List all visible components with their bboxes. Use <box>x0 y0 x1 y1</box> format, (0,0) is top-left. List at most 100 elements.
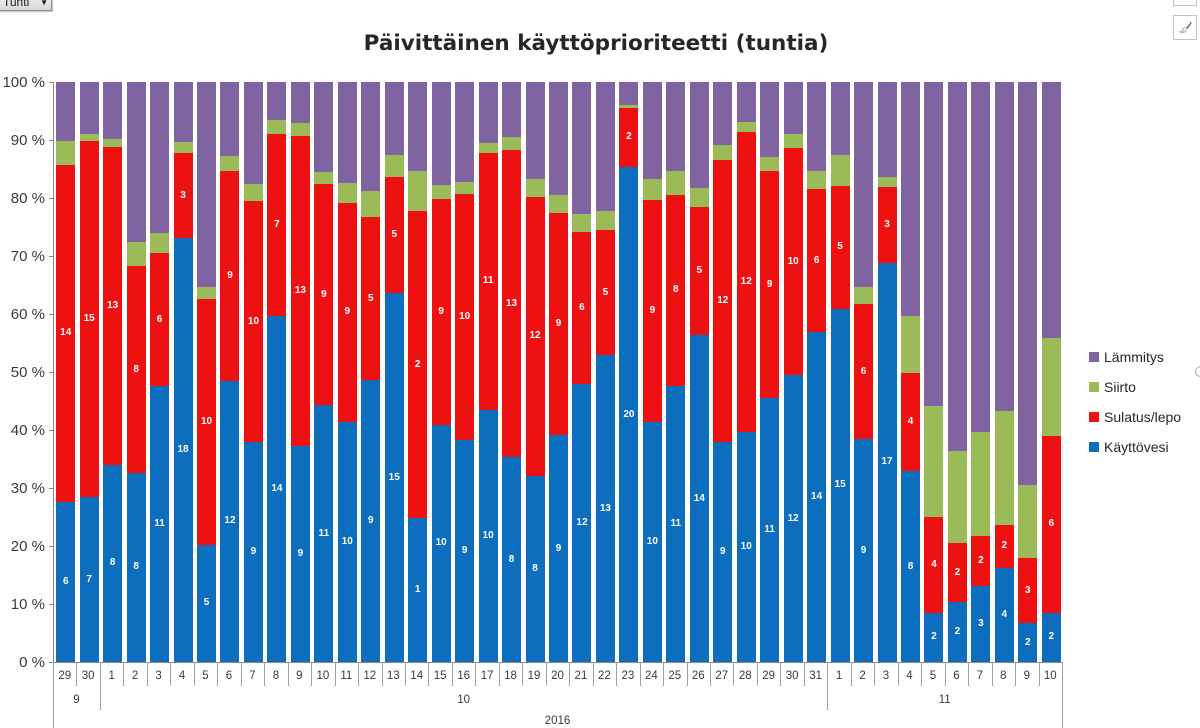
segment-Lämmitys[interactable] <box>243 82 263 185</box>
segment-Siirto[interactable] <box>549 195 568 214</box>
segment-Sulatus/lepo[interactable] <box>830 185 850 309</box>
segment-Siirto[interactable] <box>619 104 639 108</box>
stacked-bar-day-2-11[interactable] <box>854 82 874 662</box>
segment-Siirto[interactable] <box>900 315 920 374</box>
segment-Sulatus/lepo[interactable] <box>666 194 686 386</box>
stacked-bar-day-3-10[interactable] <box>150 82 170 662</box>
legend-item[interactable]: Käyttövesi <box>1089 432 1181 462</box>
segment-Siirto[interactable] <box>994 410 1014 525</box>
stacked-bar-day-5-10[interactable] <box>197 82 217 662</box>
segment-Sulatus/lepo[interactable] <box>525 196 545 476</box>
segment-Siirto[interactable] <box>947 451 967 544</box>
segment-Lämmitys[interactable] <box>642 82 662 180</box>
segment-Käyttövesi[interactable] <box>900 471 920 662</box>
stacked-bar-day-18-10[interactable] <box>502 82 522 662</box>
segment-Siirto[interactable] <box>572 213 592 233</box>
stacked-bar-day-6-11[interactable] <box>947 82 967 662</box>
segment-Siirto[interactable] <box>173 142 193 154</box>
stacked-bar-day-3-11[interactable] <box>877 82 897 662</box>
stacked-bar-day-11-10[interactable] <box>337 82 357 662</box>
segment-Siirto[interactable] <box>267 119 287 135</box>
segment-Sulatus/lepo[interactable] <box>713 160 733 442</box>
segment-Siirto[interactable] <box>783 134 803 149</box>
stacked-bar-day-19-10[interactable] <box>525 82 545 662</box>
segment-Siirto[interactable] <box>197 287 217 300</box>
segment-Siirto[interactable] <box>337 182 357 203</box>
stacked-bar-day-4-10[interactable] <box>173 82 193 662</box>
segment-Siirto[interactable] <box>877 176 897 187</box>
segment-Sulatus/lepo[interactable] <box>478 152 498 410</box>
segment-Lämmitys[interactable] <box>900 82 920 316</box>
stacked-bar-day-9-11[interactable] <box>1018 82 1038 662</box>
segment-Sulatus/lepo[interactable] <box>572 232 592 384</box>
segment-Sulatus/lepo[interactable] <box>642 200 662 423</box>
segment-Lämmitys[interactable] <box>408 82 428 171</box>
segment-Sulatus/lepo[interactable] <box>900 373 920 472</box>
segment-Lämmitys[interactable] <box>337 82 357 183</box>
segment-Käyttövesi[interactable] <box>713 441 733 662</box>
segment-Sulatus/lepo[interactable] <box>337 202 357 422</box>
segment-Lämmitys[interactable] <box>455 82 475 182</box>
segment-Käyttövesi[interactable] <box>502 457 522 662</box>
segment-Lämmitys[interactable] <box>126 82 146 243</box>
segment-Sulatus/lepo[interactable] <box>760 171 780 399</box>
segment-Siirto[interactable] <box>854 287 874 305</box>
segment-Sulatus/lepo[interactable] <box>783 148 803 376</box>
stacked-bar-day-1-10[interactable] <box>103 82 123 662</box>
stacked-bar-day-12-10[interactable] <box>361 82 381 662</box>
stacked-bar-day-17-10[interactable] <box>478 82 498 662</box>
stacked-bar-day-13-10[interactable] <box>384 82 404 662</box>
segment-Siirto[interactable] <box>924 406 944 517</box>
stacked-bar-day-8-10[interactable] <box>267 82 287 662</box>
segment-Sulatus/lepo[interactable] <box>150 253 170 386</box>
segment-Sulatus/lepo[interactable] <box>197 299 217 545</box>
segment-Käyttövesi[interactable] <box>337 421 357 662</box>
segment-Lämmitys[interactable] <box>525 82 545 180</box>
segment-Käyttövesi[interactable] <box>290 446 310 662</box>
stacked-bar-day-8-11[interactable] <box>994 82 1014 662</box>
segment-Käyttövesi[interactable] <box>79 497 99 662</box>
segment-Lämmitys[interactable] <box>736 82 756 123</box>
segment-Käyttövesi[interactable] <box>830 308 850 662</box>
segment-Lämmitys[interactable] <box>361 82 381 192</box>
segment-Käyttövesi[interactable] <box>783 375 803 662</box>
segment-Lämmitys[interactable] <box>760 82 780 157</box>
segment-Käyttövesi[interactable] <box>642 422 662 662</box>
stacked-bar-day-7-10[interactable] <box>243 82 263 662</box>
segment-Käyttövesi[interactable] <box>595 355 615 662</box>
segment-Siirto[interactable] <box>150 232 170 254</box>
segment-Käyttövesi[interactable] <box>56 501 76 662</box>
segment-Käyttövesi[interactable] <box>361 380 381 662</box>
segment-Käyttövesi[interactable] <box>854 439 874 662</box>
segment-Sulatus/lepo[interactable] <box>79 141 99 498</box>
segment-Lämmitys[interactable] <box>150 82 170 233</box>
segment-Sulatus/lepo[interactable] <box>971 536 991 586</box>
segment-Käyttövesi[interactable] <box>1018 623 1038 662</box>
segment-Siirto[interactable] <box>666 170 686 195</box>
segment-Lämmitys[interactable] <box>502 82 522 137</box>
segment-Lämmitys[interactable] <box>595 82 615 211</box>
segment-Siirto[interactable] <box>502 136 522 150</box>
segment-Lämmitys[interactable] <box>994 82 1014 411</box>
segment-Sulatus/lepo[interactable] <box>947 543 967 603</box>
segment-Sulatus/lepo[interactable] <box>689 206 709 336</box>
segment-Sulatus/lepo[interactable] <box>854 304 874 440</box>
stacked-bar-day-5-11[interactable] <box>924 82 944 662</box>
segment-Käyttövesi[interactable] <box>1041 612 1061 662</box>
segment-Lämmitys[interactable] <box>79 82 99 134</box>
segment-Siirto[interactable] <box>689 188 709 207</box>
segment-Sulatus/lepo[interactable] <box>173 153 193 238</box>
segment-Käyttövesi[interactable] <box>619 167 639 662</box>
stacked-bar-day-30-9[interactable] <box>79 82 99 662</box>
segment-Lämmitys[interactable] <box>549 82 568 196</box>
segment-Lämmitys[interactable] <box>267 82 287 120</box>
segment-Käyttövesi[interactable] <box>431 424 451 662</box>
legend-item[interactable]: Sulatus/lepo <box>1089 402 1181 432</box>
segment-Siirto[interactable] <box>760 156 780 172</box>
segment-Siirto[interactable] <box>103 138 123 147</box>
segment-Käyttövesi[interactable] <box>478 409 498 662</box>
segment-Siirto[interactable] <box>525 179 545 197</box>
segment-Lämmitys[interactable] <box>877 82 897 177</box>
segment-Siirto[interactable] <box>1041 338 1061 436</box>
segment-Lämmitys[interactable] <box>1018 82 1038 486</box>
